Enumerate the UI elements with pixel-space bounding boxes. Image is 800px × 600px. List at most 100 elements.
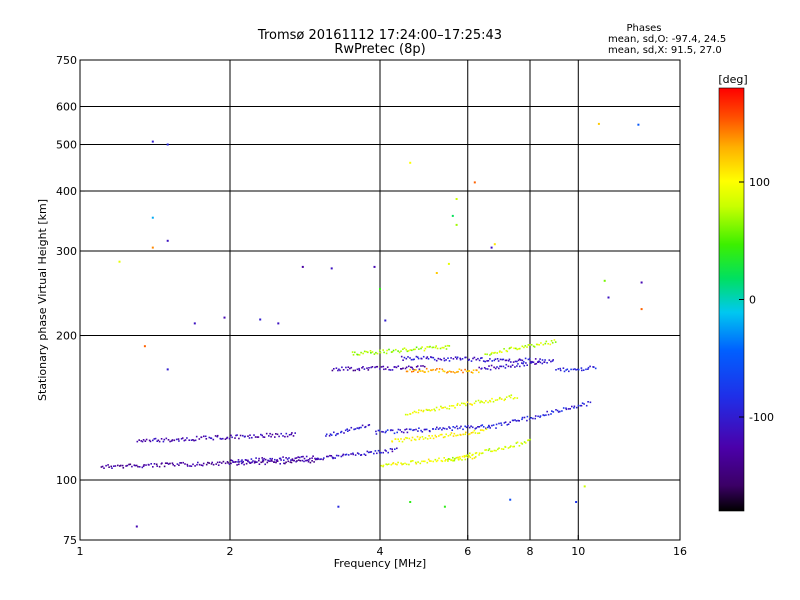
trace-point <box>284 435 286 438</box>
trace-point <box>108 466 110 468</box>
trace-point <box>373 353 376 355</box>
trace-point <box>263 457 265 460</box>
trace-point <box>384 431 387 434</box>
trace-point <box>516 441 519 444</box>
trace-point <box>382 431 384 433</box>
trace-point <box>404 462 406 465</box>
trace-point <box>389 369 392 371</box>
trace-point <box>431 346 434 349</box>
trace-point <box>418 348 420 350</box>
trace-point <box>392 462 395 464</box>
trace-point <box>112 465 115 467</box>
trace-point <box>519 347 521 350</box>
trace-point <box>416 365 419 367</box>
trace-point <box>393 432 396 435</box>
trace-point <box>413 369 415 371</box>
trace-point <box>462 428 464 431</box>
trace-point <box>473 402 476 405</box>
colorbar-tick-label: 100 <box>749 176 770 189</box>
trace-point <box>341 366 343 369</box>
trace-point <box>438 457 440 460</box>
trace-point <box>402 431 405 434</box>
trace-point <box>478 426 481 428</box>
trace-point <box>386 463 388 466</box>
trace-point <box>457 370 459 373</box>
trace-point <box>347 454 350 456</box>
trace-point <box>456 402 459 405</box>
trace-point <box>428 435 430 437</box>
trace-point <box>216 435 219 438</box>
trace-point <box>539 416 541 418</box>
trace-point <box>201 464 204 467</box>
trace-point <box>282 435 284 437</box>
trace-point <box>512 419 515 422</box>
data-point <box>637 123 640 126</box>
trace-point <box>495 427 497 429</box>
trace-point <box>245 459 248 461</box>
trace-point <box>410 460 413 462</box>
trace-point <box>386 429 389 431</box>
trace-point <box>487 401 489 404</box>
trace-point <box>400 368 403 370</box>
trace-point <box>479 429 482 431</box>
trace-point <box>379 351 382 354</box>
trace-point <box>412 370 415 373</box>
trace-point <box>390 429 392 431</box>
trace-point <box>422 409 425 412</box>
trace-point <box>489 358 491 360</box>
trace-point <box>538 344 540 346</box>
trace-point <box>428 460 431 462</box>
trace-point <box>423 349 426 352</box>
trace-point <box>111 467 113 469</box>
trace-point <box>392 349 395 352</box>
trace-point <box>157 439 160 442</box>
trace-point <box>587 366 590 369</box>
trace-point <box>248 461 251 463</box>
trace-point <box>521 359 524 362</box>
trace-point <box>550 360 552 363</box>
trace-point <box>429 409 432 412</box>
trace-point <box>503 348 505 350</box>
trace-point <box>540 342 542 344</box>
trace-point <box>513 347 515 350</box>
trace-point <box>210 463 213 465</box>
trace-point <box>301 459 304 462</box>
trace-point <box>500 365 503 368</box>
trace-point <box>391 429 394 432</box>
trace-point <box>156 440 158 442</box>
trace-point <box>429 437 432 439</box>
trace-point <box>376 452 378 455</box>
trace-point <box>580 367 583 369</box>
trace-point <box>396 447 398 450</box>
trace-point <box>437 357 440 360</box>
trace-point <box>505 349 508 352</box>
trace-point <box>455 434 457 437</box>
trace-point <box>452 371 454 373</box>
trace-point <box>141 440 144 443</box>
trace-point <box>521 418 523 421</box>
trace-point <box>436 368 438 370</box>
trace-point <box>352 369 355 372</box>
trace-point <box>555 369 557 371</box>
trace-point <box>574 368 576 370</box>
trace-point <box>239 434 242 437</box>
trace-point <box>408 428 411 431</box>
x-tick-label: 2 <box>227 545 234 558</box>
trace-point <box>521 416 524 419</box>
trace-point <box>287 460 289 463</box>
trace-point <box>556 409 559 412</box>
trace-point <box>463 456 466 458</box>
trace-point <box>362 352 364 355</box>
trace-point <box>470 360 473 362</box>
trace-point <box>449 427 451 429</box>
trace-point <box>543 414 546 417</box>
trace-point <box>309 461 312 464</box>
trace-point <box>507 423 510 425</box>
trace-point <box>441 460 444 463</box>
trace-point <box>126 464 129 467</box>
trace-point <box>547 413 550 416</box>
trace-point <box>435 359 438 362</box>
trace-point <box>446 371 448 374</box>
trace-point <box>498 447 500 449</box>
trace-point <box>460 369 463 372</box>
